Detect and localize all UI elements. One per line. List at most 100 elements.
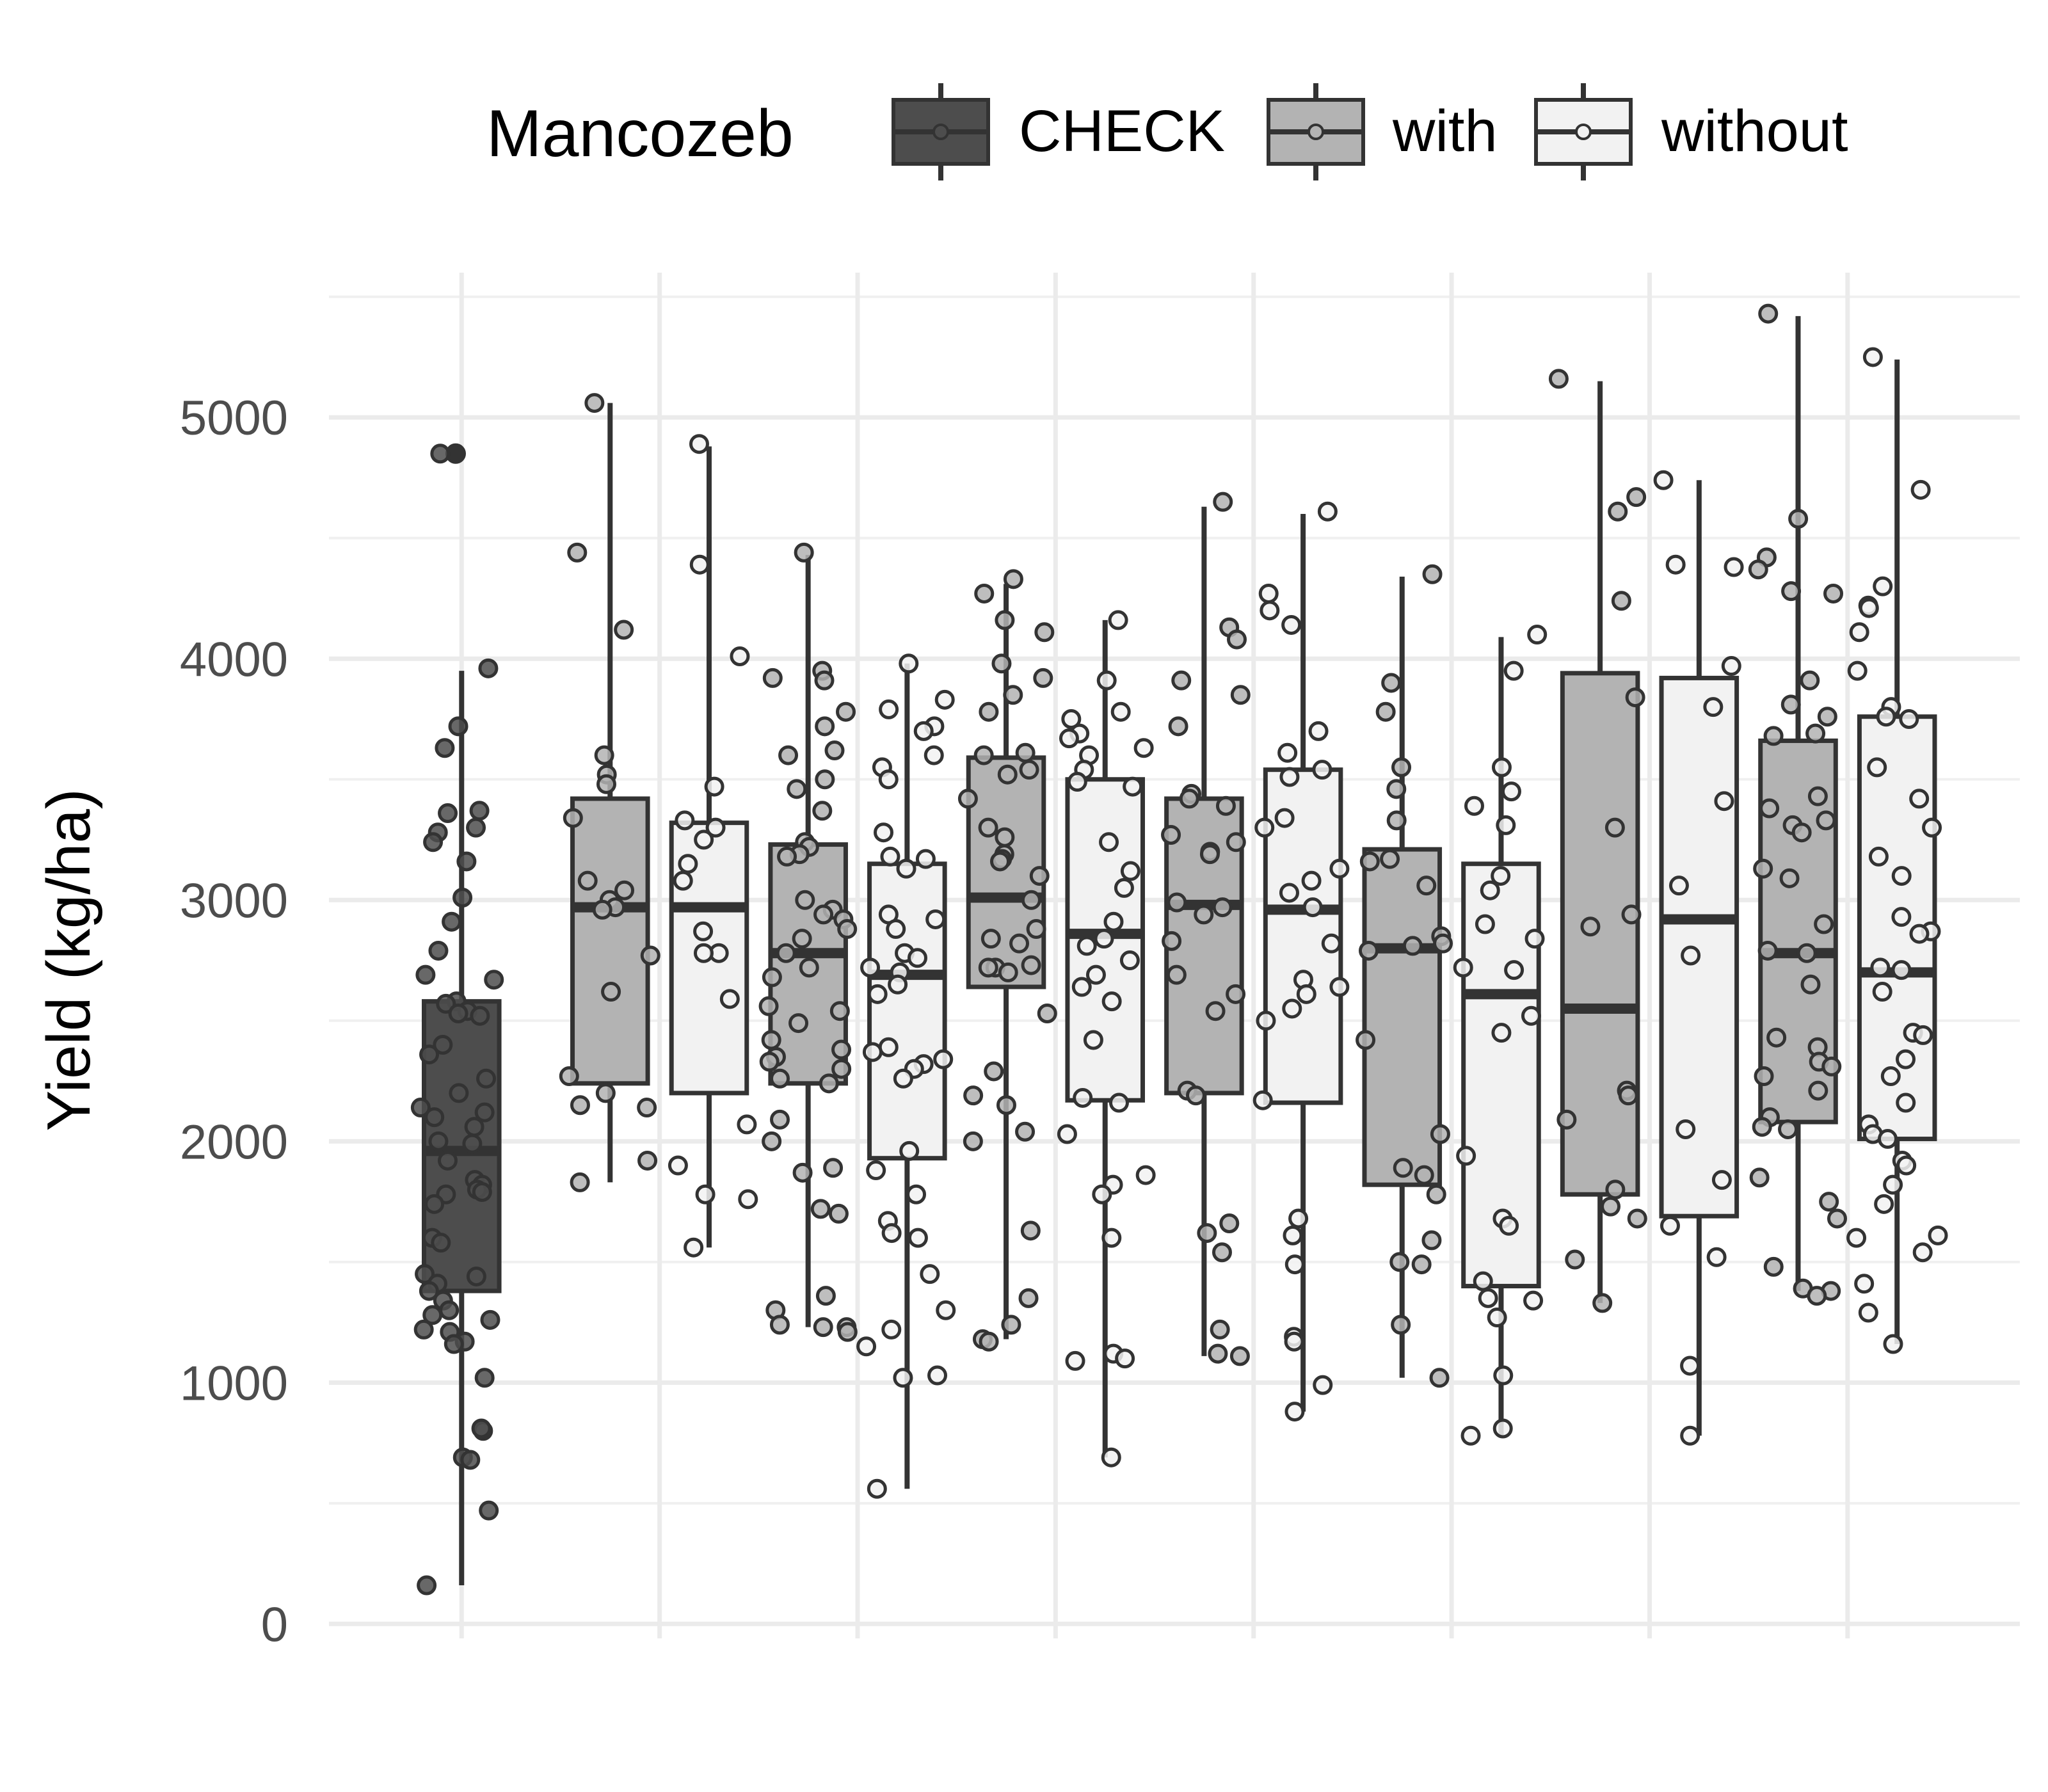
data-point: [810, 1199, 831, 1219]
data-point: [980, 929, 1001, 949]
data-point: [899, 1140, 920, 1161]
data-point: [979, 1331, 999, 1352]
data-point: [469, 801, 490, 821]
data-point: [1061, 709, 1082, 730]
data-point: [464, 1117, 484, 1137]
legend: Mancozeb CHECK with without: [486, 83, 1848, 180]
data-point: [1817, 707, 1837, 727]
box-group-without: [1659, 480, 1740, 1436]
data-point: [738, 1189, 758, 1210]
box-group-with: [570, 403, 650, 1183]
box-group-without: [1263, 514, 1343, 1412]
data-point: [1212, 1242, 1232, 1263]
data-point: [1521, 1005, 1541, 1026]
data-point: [829, 1001, 850, 1021]
data-point: [1411, 1254, 1432, 1275]
data-point: [1380, 849, 1400, 869]
data-point: [1757, 940, 1778, 961]
data-point: [874, 822, 894, 843]
data-point: [1219, 1213, 1240, 1234]
data-point: [570, 1172, 590, 1192]
data-point: [770, 1068, 790, 1089]
data-point: [1724, 557, 1744, 577]
data-point: [1120, 861, 1140, 881]
data-point: [439, 1300, 460, 1320]
data-point: [770, 1109, 790, 1130]
legend-label-without: without: [1661, 99, 1848, 164]
data-point: [422, 1305, 443, 1325]
data-point: [1281, 614, 1302, 635]
points-group: [1453, 625, 1548, 1446]
data-point: [1205, 1001, 1226, 1021]
data-point: [1414, 1165, 1434, 1185]
data-point: [1665, 554, 1686, 575]
y-tick-label: 5000: [180, 391, 288, 445]
data-point: [1356, 1030, 1376, 1050]
data-point: [893, 1068, 913, 1089]
data-point: [456, 851, 477, 872]
points-group: [1846, 347, 1948, 1354]
data-point: [1018, 1288, 1039, 1308]
data-point: [693, 943, 714, 963]
data-point: [1753, 858, 1773, 879]
data-point: [761, 1030, 781, 1050]
data-point: [1422, 564, 1443, 584]
data-point: [460, 1450, 481, 1470]
data-point: [794, 542, 814, 563]
legend-title: Mancozeb: [486, 97, 794, 171]
data-point: [1791, 822, 1812, 843]
data-point: [437, 1150, 458, 1171]
data-point: [1108, 610, 1128, 630]
data-point: [813, 1317, 833, 1338]
data-point: [424, 1107, 445, 1128]
data-point: [430, 444, 451, 464]
data-point: [1524, 929, 1545, 949]
data-point: [614, 880, 635, 900]
data-point: [1381, 673, 1402, 693]
data-point: [893, 1368, 913, 1388]
data-point: [860, 957, 881, 978]
data-point: [1478, 1288, 1498, 1308]
data-point: [1711, 1170, 1732, 1190]
data-point: [1301, 870, 1322, 891]
data-point: [1094, 929, 1114, 949]
data-point: [474, 1102, 495, 1123]
data-point: [1912, 1242, 1933, 1263]
data-point: [470, 1005, 490, 1026]
data-point: [1605, 1180, 1626, 1200]
data-point: [413, 1319, 434, 1340]
data-point: [689, 434, 709, 454]
data-point: [831, 1059, 852, 1079]
data-point: [594, 745, 614, 765]
data-point: [1103, 911, 1124, 932]
data-point: [1814, 914, 1834, 934]
data-point: [1456, 1146, 1476, 1166]
data-point: [1721, 656, 1741, 676]
data-point: [1071, 977, 1092, 997]
legend-key-with: [1267, 83, 1365, 180]
data-point: [856, 1336, 877, 1357]
data-point: [1913, 1025, 1933, 1045]
data-point: [1186, 1085, 1206, 1106]
data-point: [1823, 583, 1844, 604]
data-point: [1922, 817, 1942, 838]
data-point: [1402, 936, 1423, 956]
data-point: [1874, 1194, 1894, 1214]
data-point: [1625, 687, 1645, 708]
data-point: [444, 1334, 464, 1354]
data-point: [778, 745, 799, 765]
data-point: [995, 827, 1015, 847]
data-point: [1026, 919, 1046, 940]
data-point: [908, 1228, 928, 1248]
data-point: [1492, 1418, 1513, 1439]
data-point: [452, 888, 473, 908]
data-point: [1846, 1228, 1867, 1248]
data-point: [1611, 591, 1631, 611]
data-point: [1213, 492, 1233, 512]
data-point: [592, 899, 612, 920]
data-point: [995, 610, 1015, 630]
data-point: [1896, 1092, 1916, 1113]
data-point: [1592, 1293, 1613, 1313]
data-point: [1168, 716, 1188, 737]
